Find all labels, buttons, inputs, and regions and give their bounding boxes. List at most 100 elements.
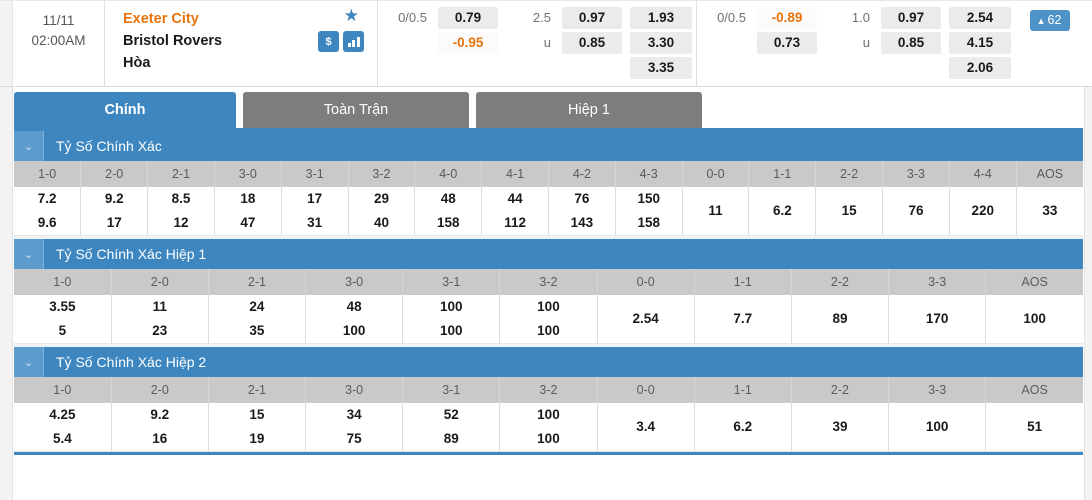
odds-cell[interactable]: 9.2 16 bbox=[111, 403, 209, 452]
odds-value[interactable]: 48 bbox=[440, 191, 456, 206]
odds-cell[interactable]: 24 35 bbox=[208, 295, 307, 344]
odds-cell[interactable]: 34 75 bbox=[305, 403, 404, 452]
odds-cell[interactable]: 51 bbox=[985, 403, 1083, 452]
odds-cell[interactable]: 11 bbox=[682, 187, 750, 236]
odd-cell[interactable]: -0.89 bbox=[757, 7, 817, 29]
odds-cell[interactable]: 6.2 bbox=[748, 187, 817, 236]
odds-cell[interactable]: 9.2 17 bbox=[80, 187, 149, 236]
odds-value[interactable]: 220 bbox=[971, 203, 995, 218]
odds-value[interactable]: 48 bbox=[346, 299, 362, 314]
odds-cell[interactable]: 100 100 bbox=[499, 295, 598, 344]
odds-cell[interactable]: 39 bbox=[791, 403, 890, 452]
odds-value[interactable]: 4.25 bbox=[49, 407, 76, 422]
odds-value[interactable]: 158 bbox=[437, 215, 460, 230]
odds-value[interactable]: 17 bbox=[307, 191, 323, 206]
section-header-1[interactable]: ⌄ Tỷ Số Chính Xác Hiệp 1 bbox=[14, 239, 1083, 269]
odds-value[interactable]: 9.2 bbox=[104, 191, 124, 206]
odds-value[interactable]: 89 bbox=[443, 431, 459, 446]
section-header-0[interactable]: ⌄ Tỷ Số Chính Xác bbox=[14, 131, 1083, 161]
star-icon[interactable]: ★ bbox=[343, 6, 359, 25]
odds-cell[interactable]: 29 40 bbox=[348, 187, 416, 236]
odds-cell[interactable]: 48 158 bbox=[414, 187, 483, 236]
odds-value[interactable]: 23 bbox=[152, 323, 168, 338]
odds-cell[interactable]: 3.55 5 bbox=[14, 295, 112, 344]
odds-value[interactable]: 11 bbox=[152, 299, 167, 314]
odds-value[interactable]: 100 bbox=[537, 323, 560, 338]
odds-cell[interactable]: 15 19 bbox=[208, 403, 307, 452]
odds-value[interactable]: 40 bbox=[373, 215, 389, 230]
chevron-down-icon[interactable]: ⌄ bbox=[14, 239, 44, 269]
tab-1[interactable]: Toàn Trận bbox=[243, 92, 469, 128]
odd-cell[interactable]: 2.54 bbox=[949, 7, 1011, 29]
chevron-down-icon[interactable]: ⌄ bbox=[14, 347, 44, 377]
odds-cell[interactable]: 4.25 5.4 bbox=[14, 403, 112, 452]
odds-value[interactable]: 12 bbox=[173, 215, 189, 230]
odds-value[interactable]: 16 bbox=[152, 431, 168, 446]
odds-value[interactable]: 112 bbox=[504, 215, 526, 230]
odds-cell[interactable]: 170 bbox=[888, 295, 987, 344]
odds-value[interactable]: 170 bbox=[925, 311, 949, 326]
odds-value[interactable]: 6.2 bbox=[772, 203, 792, 218]
odds-cell[interactable]: 11 23 bbox=[111, 295, 209, 344]
odds-value[interactable]: 100 bbox=[1023, 311, 1046, 326]
odds-value[interactable]: 7.7 bbox=[733, 311, 753, 326]
odds-value[interactable]: 44 bbox=[507, 191, 523, 206]
odd-cell[interactable]: 0.85 bbox=[562, 32, 622, 54]
odds-cell[interactable]: 100 bbox=[888, 403, 987, 452]
odds-cell[interactable]: 89 bbox=[791, 295, 890, 344]
odds-value[interactable]: 9.6 bbox=[37, 215, 57, 230]
odds-value[interactable]: 76 bbox=[908, 203, 924, 218]
odds-value[interactable]: 100 bbox=[537, 299, 560, 314]
odds-value[interactable]: 100 bbox=[537, 407, 560, 422]
odds-cell[interactable]: 76 143 bbox=[548, 187, 616, 236]
odds-cell[interactable]: 2.54 bbox=[597, 295, 695, 344]
odd-cell[interactable]: 1.93 bbox=[630, 7, 692, 29]
odds-value[interactable]: 3.55 bbox=[49, 299, 76, 314]
odd-cell[interactable]: 3.30 bbox=[630, 32, 692, 54]
odds-cell[interactable]: 8.5 12 bbox=[147, 187, 215, 236]
odds-value[interactable]: 3.4 bbox=[636, 419, 655, 434]
odds-value[interactable]: 35 bbox=[249, 323, 265, 338]
odds-value[interactable]: 100 bbox=[440, 323, 463, 338]
odds-value[interactable]: 100 bbox=[925, 419, 949, 434]
odds-value[interactable]: 8.5 bbox=[171, 191, 191, 206]
odds-value[interactable]: 158 bbox=[637, 215, 660, 230]
odds-value[interactable]: 7.2 bbox=[37, 191, 57, 206]
home-team-name[interactable]: Exeter City bbox=[123, 11, 199, 27]
odds-value[interactable]: 5 bbox=[58, 323, 67, 338]
odd-cell[interactable]: 4.15 bbox=[949, 32, 1011, 54]
odds-cell[interactable]: 3.4 bbox=[597, 403, 695, 452]
odds-cell[interactable]: 220 bbox=[949, 187, 1017, 236]
odds-value[interactable]: 100 bbox=[342, 323, 366, 338]
odds-value[interactable]: 31 bbox=[307, 215, 323, 230]
odds-value[interactable]: 51 bbox=[1027, 419, 1043, 434]
odds-cell[interactable]: 6.2 bbox=[694, 403, 792, 452]
odds-value[interactable]: 75 bbox=[346, 431, 362, 446]
odd-cell[interactable]: 3.35 bbox=[630, 57, 692, 79]
status-badge[interactable]: ▲ 62 bbox=[1029, 10, 1071, 31]
odds-value[interactable]: 39 bbox=[832, 419, 848, 434]
odds-value[interactable]: 24 bbox=[249, 299, 265, 314]
away-team-name[interactable]: Bristol Rovers bbox=[123, 33, 223, 49]
odds-cell[interactable]: 33 bbox=[1016, 187, 1083, 236]
tab-0[interactable]: Chính bbox=[14, 92, 236, 128]
odd-cell[interactable]: 0.79 bbox=[438, 7, 498, 29]
odds-value[interactable]: 100 bbox=[537, 431, 560, 446]
odds-value[interactable]: 150 bbox=[637, 191, 660, 206]
odd-cell[interactable]: 0.97 bbox=[881, 7, 941, 29]
odd-cell[interactable]: -0.95 bbox=[438, 32, 498, 54]
odd-cell[interactable]: 0.85 bbox=[881, 32, 941, 54]
section-header-2[interactable]: ⌄ Tỷ Số Chính Xác Hiệp 2 bbox=[14, 347, 1083, 377]
odds-value[interactable]: 76 bbox=[574, 191, 590, 206]
odds-cell[interactable]: 44 112 bbox=[481, 187, 549, 236]
tab-2[interactable]: Hiệp 1 bbox=[476, 92, 702, 128]
odds-value[interactable]: 33 bbox=[1042, 203, 1058, 218]
odds-cell[interactable]: 76 bbox=[882, 187, 950, 236]
odds-cell[interactable]: 18 47 bbox=[214, 187, 282, 236]
odds-value[interactable]: 15 bbox=[841, 203, 857, 218]
odds-value[interactable]: 34 bbox=[346, 407, 362, 422]
odds-cell[interactable]: 7.7 bbox=[694, 295, 792, 344]
odd-cell[interactable]: 0.73 bbox=[757, 32, 817, 54]
odd-cell[interactable]: 2.06 bbox=[949, 57, 1011, 79]
odds-value[interactable]: 47 bbox=[240, 215, 256, 230]
